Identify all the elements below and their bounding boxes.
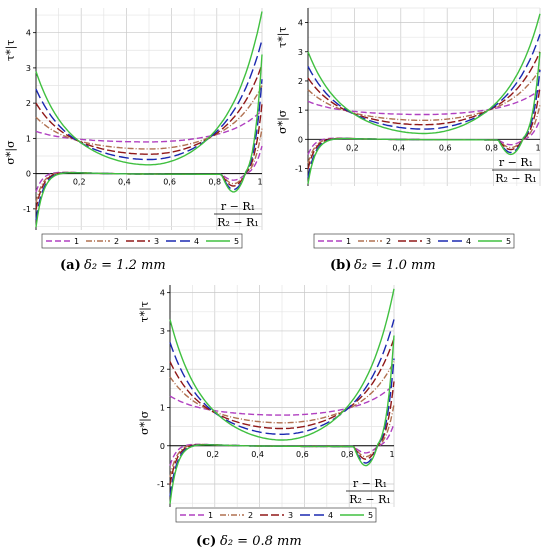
legend-label-3: 3 [426,237,431,246]
tau-series-5 [169,288,395,441]
x-tick-label: 0,2 [206,450,219,459]
y-axis-label-bottom: σ*|σ [138,410,152,435]
caption-text: δ₂ = 0.8 mm [220,534,302,549]
y-axis-label-top: τ*|τ [276,26,290,47]
x-tick-label: 0,8 [208,178,221,187]
x-axis-label-denominator: R₂ − R₁ [495,172,537,185]
x-tick-label: 0,2 [346,143,359,152]
legend-label-3: 3 [154,237,159,246]
legend-label-5: 5 [368,511,373,520]
tau-series-3 [169,338,395,430]
y-tick-label: 2 [26,99,31,108]
legend-label-1: 1 [208,511,213,520]
legend-label-4: 4 [328,511,333,520]
legend-label-1: 1 [74,237,79,246]
y-tick-label: 1 [298,106,303,115]
sigma-series-5 [169,335,395,504]
y-tick-label: -1 [157,480,165,489]
x-tick-label: 0,6 [439,143,452,152]
y-tick-label: 3 [298,48,303,57]
y-tick-label: 3 [160,327,165,336]
x-axis-label-numerator: r − R₁ [221,200,255,213]
legend-label-5: 5 [234,237,239,246]
y-tick-label: 0 [160,442,165,451]
tau-series-5 [35,11,263,166]
legend-label-2: 2 [386,237,391,246]
legend-label-3: 3 [288,511,293,520]
x-tick-label: 0,4 [118,178,131,187]
y-tick-label: 4 [160,289,165,298]
x-tick-label: 0,6 [163,178,176,187]
tau-series-1 [169,384,395,416]
x-tick-label: 0,6 [296,450,309,459]
legend-label-4: 4 [466,237,471,246]
y-tick-label: 0 [298,135,303,144]
x-tick-label: 1 [257,178,262,187]
y-tick-label: 2 [298,77,303,86]
x-tick-label: 0,8 [341,450,354,459]
caption-letter: (a) [60,258,81,273]
y-tick-label: -1 [23,205,31,214]
legend-label-5: 5 [506,237,511,246]
chart-panel-3: -1 0 1 2 3 4 0,2 0,4 0,6 0,8 1 τ*|τ σ*|σ r − R₁ R₂ − R… [138,285,395,549]
tau-series-4 [307,34,541,130]
y-tick-label: 1 [26,134,31,143]
legend-label-1: 1 [346,237,351,246]
y-tick-label: 0 [26,170,31,179]
legend-label-2: 2 [114,237,119,246]
x-tick-label: 0,2 [73,178,86,187]
caption-letter: (c) [196,534,216,549]
y-tick-label: 1 [160,403,165,412]
y-axis-label-top: τ*|τ [138,301,152,322]
y-axis-label-top: τ*|τ [4,40,18,61]
x-tick-label: 1 [389,450,394,459]
legend-label-2: 2 [248,511,253,520]
tau-series-2 [35,85,263,150]
y-axis-label-bottom: σ*|σ [4,140,18,165]
x-tick-label: 1 [535,143,540,152]
tau-series-4 [169,319,395,435]
y-tick-label: 3 [26,64,31,73]
y-axis-label-bottom: σ*|σ [276,109,290,134]
x-tick-label: 0,4 [392,143,405,152]
x-tick-label: 0,4 [251,450,264,459]
sigma-series-5 [35,54,263,228]
y-tick-label: 4 [26,29,31,38]
y-tick-label: 4 [298,19,303,28]
grid [36,8,263,230]
chart-panel-2: -1 0 1 2 3 4 0,2 0,4 0,6 0,8 1 τ*|τ σ*|σ r − R₁ R₂ − R… [276,7,541,273]
x-tick-label: 0,8 [485,143,498,152]
tau-series-3 [35,64,263,155]
sigma-series-5 [307,52,541,184]
chart-panel-1: -1 0 1 2 3 4 0,2 0,4 0,6 0,8 1 τ*|τ σ*|σ r − R₁ R₂ − R… [4,8,263,273]
x-axis-label-denominator: R₂ − R₁ [349,493,391,506]
y-tick-label: 2 [160,365,165,374]
legend-label-4: 4 [194,237,199,246]
tau-series-4 [35,39,263,161]
x-axis-label-numerator: r − R₁ [353,477,387,490]
caption-letter: (b) [330,258,351,273]
caption-text: δ₂ = 1.2 mm [84,258,166,273]
caption-text: δ₂ = 1.0 mm [354,258,436,273]
x-axis-label-numerator: r − R₁ [499,156,533,169]
x-axis-label-denominator: R₂ − R₁ [217,216,259,229]
tau-series-5 [307,13,541,135]
y-tick-label: -1 [295,164,303,173]
